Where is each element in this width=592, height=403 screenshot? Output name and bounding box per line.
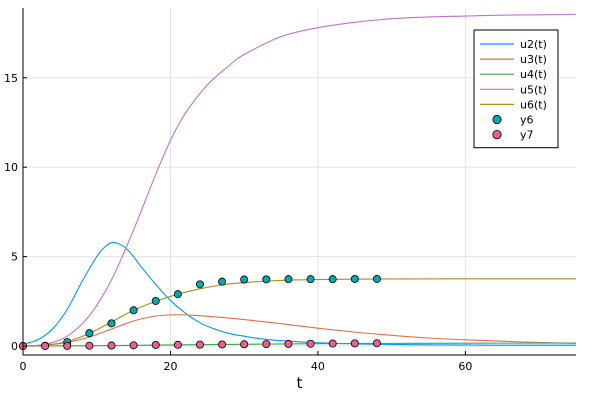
data-point xyxy=(107,319,116,328)
data-point xyxy=(284,275,293,284)
legend-label: u6(t) xyxy=(520,98,547,111)
data-point xyxy=(85,329,94,338)
data-point xyxy=(372,339,381,348)
data-point xyxy=(63,341,72,350)
data-point xyxy=(173,290,182,299)
x-tick-label: 20 xyxy=(163,360,177,373)
series-group xyxy=(18,13,577,351)
series-points-y6 xyxy=(18,274,381,351)
data-point xyxy=(218,277,227,286)
x-tick-label: 40 xyxy=(311,360,325,373)
legend: u2(t) u3(t) u4(t) u5(t) u6(t) y6 y7 xyxy=(473,29,559,149)
data-point xyxy=(262,275,271,284)
data-point xyxy=(284,339,293,348)
y-tick-label: 15 xyxy=(4,72,18,85)
data-point xyxy=(240,340,249,349)
data-point xyxy=(240,275,249,284)
data-point xyxy=(328,339,337,348)
data-point xyxy=(129,306,138,315)
data-point xyxy=(195,340,204,349)
data-point xyxy=(262,340,271,349)
axes xyxy=(22,8,576,356)
series-line-u5t xyxy=(22,13,577,347)
data-point xyxy=(129,341,138,350)
tick-labels: 0 20 40 60 0 5 10 15 xyxy=(4,72,472,373)
data-point xyxy=(350,274,359,283)
data-point xyxy=(151,340,160,349)
data-point xyxy=(372,274,381,283)
data-point xyxy=(350,339,359,348)
legend-marker xyxy=(492,114,502,125)
legend-label: u5(t) xyxy=(520,83,547,96)
y-tick-label: 0 xyxy=(11,340,18,353)
series-line-u2t xyxy=(22,241,576,346)
data-point xyxy=(195,280,204,289)
y-tick-label: 5 xyxy=(11,251,18,264)
legend-marker xyxy=(492,130,502,140)
legend-label: u2(t) xyxy=(520,38,547,51)
data-point xyxy=(218,340,227,349)
data-point xyxy=(173,340,182,349)
legend-label: u3(t) xyxy=(520,53,547,66)
legend-label: y7 xyxy=(520,129,534,142)
data-point xyxy=(328,275,337,284)
x-axis-label: t xyxy=(297,374,303,392)
series-line-u6t xyxy=(22,278,577,347)
x-tick-label: 0 xyxy=(20,360,27,373)
data-point xyxy=(107,341,116,350)
legend-label: u4(t) xyxy=(520,68,547,81)
data-point xyxy=(151,296,160,305)
data-point xyxy=(85,341,94,350)
x-tick-label: 60 xyxy=(458,360,472,373)
legend-label: y6 xyxy=(520,114,534,127)
y-tick-label: 10 xyxy=(4,161,18,174)
data-point xyxy=(41,342,50,351)
data-point xyxy=(306,339,315,348)
data-point xyxy=(306,275,315,284)
series-points-y7 xyxy=(18,339,381,351)
